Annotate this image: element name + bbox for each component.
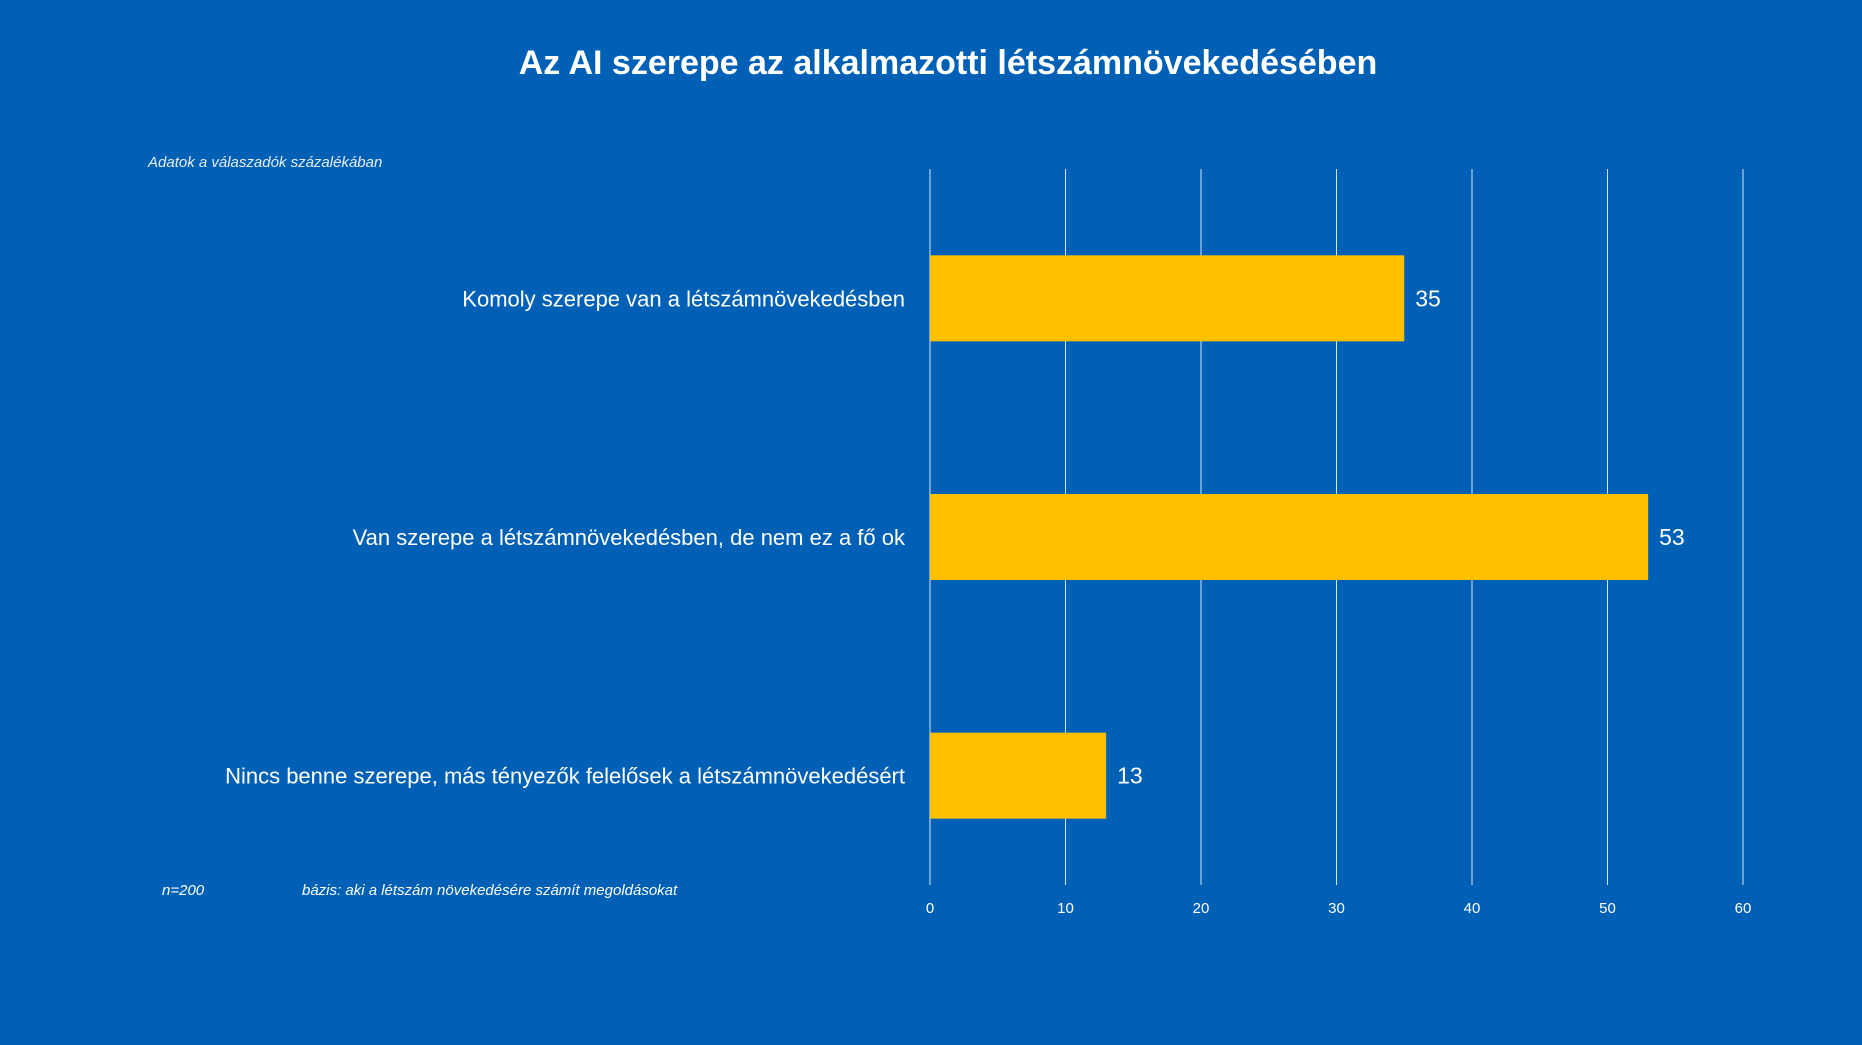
chart-subtitle: Adatok a válaszadók százalékában xyxy=(148,154,383,171)
data-label: 13 xyxy=(1117,763,1143,789)
x-tick-label: 60 xyxy=(1735,900,1752,917)
sample-size-note: n=200 xyxy=(162,882,205,899)
x-tick-label: 20 xyxy=(1193,900,1210,917)
category-label: Nincs benne szerepe, más tényezők felelő… xyxy=(225,764,905,789)
chart-title: Az AI szerepe az alkalmazotti létszámnöv… xyxy=(518,44,1378,82)
data-label: 35 xyxy=(1415,285,1441,311)
bar xyxy=(930,732,1107,819)
x-tick-label: 50 xyxy=(1599,900,1616,917)
x-tick-label: 30 xyxy=(1328,900,1345,917)
bar xyxy=(930,494,1649,580)
x-tick-label: 0 xyxy=(926,900,934,917)
data-label: 53 xyxy=(1659,524,1685,550)
x-tick-label: 10 xyxy=(1057,900,1074,917)
x-tick-label: 40 xyxy=(1464,900,1481,917)
category-label: Komoly szerepe van a létszámnövekedésben xyxy=(462,286,905,311)
bar xyxy=(930,255,1405,342)
base-note: bázis: aki a létszám növekedésére számít… xyxy=(302,882,678,899)
category-label: Van szerepe a létszámnövekedésben, de ne… xyxy=(353,525,906,550)
